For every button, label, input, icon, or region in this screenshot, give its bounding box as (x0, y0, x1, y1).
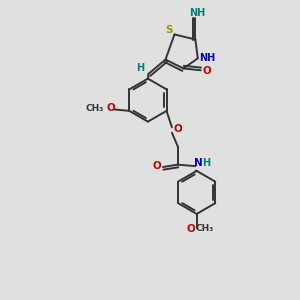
Text: O: O (186, 224, 195, 234)
Text: NH: NH (189, 8, 205, 18)
Text: NH: NH (199, 53, 215, 63)
Text: N: N (194, 158, 203, 167)
Text: O: O (152, 161, 161, 171)
Text: O: O (203, 66, 212, 76)
Text: O: O (107, 103, 116, 113)
Text: O: O (173, 124, 182, 134)
Text: CH₃: CH₃ (196, 224, 214, 233)
Text: CH₃: CH₃ (85, 104, 103, 113)
Text: H: H (202, 158, 211, 167)
Text: H: H (136, 64, 144, 74)
Text: S: S (165, 25, 173, 35)
